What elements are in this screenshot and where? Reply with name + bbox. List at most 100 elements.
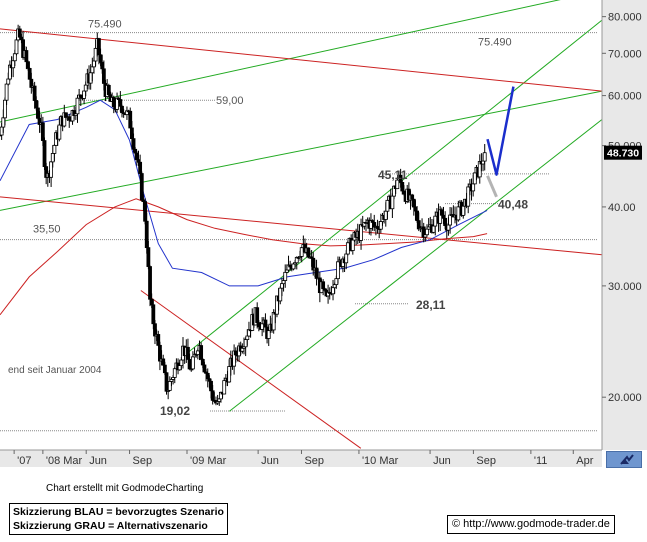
price-bar [271, 312, 276, 331]
history-note: end seit Januar 2004 [8, 365, 102, 376]
price-bar [456, 206, 461, 221]
price-bar [0, 126, 4, 136]
price-bar [101, 68, 106, 84]
price-bar [187, 359, 192, 370]
price-bar [164, 372, 169, 392]
price-bar [12, 53, 17, 62]
y-tick-label: 60.000 [608, 91, 642, 103]
price-bar [195, 350, 200, 355]
price-bar [190, 356, 195, 370]
price-bar [255, 307, 260, 323]
price-bar [441, 214, 446, 219]
channel-line [0, 90, 603, 211]
source-url-link[interactable]: http://www.godmode-trader.de [463, 518, 610, 530]
price-bar [334, 278, 339, 286]
price-bar [17, 28, 22, 38]
price-bar [256, 322, 261, 328]
price-bar [82, 90, 86, 99]
price-bar [222, 380, 227, 395]
price-bar [50, 153, 55, 163]
price-bar [34, 100, 39, 109]
price-bar [24, 50, 29, 63]
price-bar [291, 263, 296, 270]
level-label-45-11: 45,11 [378, 168, 408, 182]
price-bar [410, 194, 415, 200]
price-bar [472, 172, 477, 185]
last-price-label: 48.730 [607, 148, 639, 160]
price-bar [100, 62, 105, 70]
price-bar [481, 160, 485, 165]
price-bar [3, 99, 7, 119]
horizontal-levels [0, 32, 598, 432]
source-url-box[interactable]: © http://www.godmode-trader.de [447, 515, 615, 534]
price-bar [278, 287, 283, 302]
price-bar [42, 140, 47, 168]
price-bar [11, 60, 16, 69]
x-tick-label: Sep [476, 455, 496, 467]
price-bar [162, 364, 167, 374]
price-bar [143, 201, 147, 222]
price-bar [283, 271, 288, 281]
price-bar [52, 144, 57, 154]
x-tick-label: '07 [17, 455, 31, 467]
price-bar [471, 183, 476, 192]
price-bar [177, 365, 182, 371]
price-bar [167, 381, 172, 391]
price-bar [93, 47, 98, 62]
price-bar [280, 283, 284, 289]
price-bar [200, 359, 205, 366]
price-bar [431, 225, 436, 233]
price-bar [75, 97, 80, 115]
price-bar [359, 224, 363, 241]
legend-blue-scenario: Skizzierung BLAU = bevorzugtes Szenario [13, 506, 224, 518]
y-tick-label: 80.000 [608, 12, 642, 24]
price-bar [146, 247, 151, 267]
x-tick-label: '10 Mar [362, 455, 399, 467]
price-bar [209, 380, 213, 392]
price-bar [448, 214, 452, 226]
level-labels: 75.490 75.490 59,00 45,11 40,48 35,50 28,11 19,… [33, 19, 528, 418]
x-tick-label: '11 [534, 455, 548, 467]
price-bar [210, 390, 215, 401]
price-bar [138, 161, 143, 174]
price-bar [240, 347, 245, 352]
price-bar [129, 127, 134, 140]
moving-averages [0, 99, 488, 316]
x-tick-label: '09 Mar [190, 455, 227, 467]
price-bar [161, 358, 166, 366]
price-bar [88, 72, 93, 84]
corner-arrow-icon[interactable] [606, 451, 642, 468]
price-bar [331, 287, 335, 295]
price-bar [299, 247, 304, 257]
price-bar [67, 116, 72, 121]
x-tick-label: Jun [89, 455, 107, 467]
price-bar [83, 84, 88, 92]
price-bar [233, 350, 238, 356]
price-bar [32, 85, 37, 101]
price-bar [466, 186, 471, 207]
price-bar [260, 323, 265, 330]
price-bar [149, 298, 154, 306]
price-bar [443, 217, 448, 227]
price-bar [186, 346, 190, 360]
price-bar [390, 195, 395, 210]
price-bar [49, 161, 54, 178]
x-tick-label: Jun [433, 455, 451, 467]
scenario-legend: Skizzierung BLAU = bevorzugtes Szenario … [9, 503, 228, 535]
level-label-75490-right: 75.490 [478, 37, 512, 49]
trend-line [0, 196, 603, 256]
price-bar [57, 124, 62, 140]
price-bar [26, 61, 30, 69]
blue-scenario-sketch [486, 86, 515, 176]
price-bar [266, 330, 271, 339]
price-bar [40, 122, 45, 141]
level-label-59: 59,00 [216, 95, 244, 107]
price-bar [156, 334, 161, 346]
price-bar [345, 242, 350, 255]
price-bar [106, 84, 111, 96]
price-bars [0, 24, 487, 406]
x-axis-ticks: '07 '08 Mar Jun Sep '09 Mar Jun Sep '10 Mar Jun S… [13, 450, 594, 467]
price-bar [433, 215, 438, 227]
price-bar [385, 199, 390, 212]
price-bar [36, 107, 40, 119]
